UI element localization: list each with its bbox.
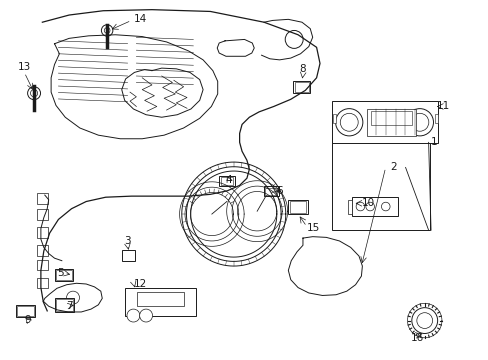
Bar <box>366 109 415 135</box>
Bar <box>289 201 306 213</box>
Text: 3: 3 <box>124 236 131 246</box>
Circle shape <box>416 313 432 328</box>
Bar <box>38 278 48 288</box>
Circle shape <box>66 291 80 304</box>
Bar <box>38 245 48 256</box>
Circle shape <box>127 309 140 322</box>
Bar <box>55 269 73 281</box>
Circle shape <box>285 31 303 48</box>
Circle shape <box>365 202 374 211</box>
Text: 7: 7 <box>65 301 72 311</box>
Circle shape <box>335 109 362 136</box>
Text: 12: 12 <box>133 279 146 289</box>
Bar <box>351 197 397 216</box>
Bar <box>331 101 437 143</box>
Bar <box>347 200 351 214</box>
Bar <box>434 114 437 123</box>
Bar <box>38 193 48 204</box>
Bar <box>55 298 74 312</box>
Circle shape <box>340 113 358 131</box>
Circle shape <box>355 202 364 211</box>
Bar <box>288 200 307 214</box>
Bar <box>16 305 35 317</box>
Bar <box>331 137 429 230</box>
Bar <box>17 306 34 316</box>
Bar <box>294 82 308 92</box>
Text: 2: 2 <box>390 162 396 172</box>
Bar <box>137 292 183 306</box>
Circle shape <box>410 113 428 131</box>
Text: 15: 15 <box>306 224 320 233</box>
Text: 14: 14 <box>133 14 146 24</box>
Circle shape <box>406 109 432 136</box>
Text: 9: 9 <box>24 315 31 325</box>
Bar <box>122 250 135 261</box>
Bar <box>125 288 195 316</box>
Bar <box>332 114 335 123</box>
Bar <box>38 210 48 220</box>
Circle shape <box>104 28 110 33</box>
Circle shape <box>30 90 38 97</box>
Bar <box>219 176 234 186</box>
Circle shape <box>101 25 113 36</box>
Bar <box>293 81 309 93</box>
Text: 16: 16 <box>410 333 424 343</box>
Circle shape <box>27 87 41 100</box>
Text: 5: 5 <box>58 268 64 278</box>
Bar <box>38 260 48 270</box>
Circle shape <box>140 309 152 322</box>
Bar <box>370 111 411 126</box>
Bar <box>220 177 233 185</box>
Text: 10: 10 <box>361 198 374 208</box>
Circle shape <box>411 308 437 333</box>
Text: 13: 13 <box>18 62 31 72</box>
Text: 4: 4 <box>225 175 232 185</box>
Bar <box>264 186 278 197</box>
Bar <box>265 188 277 195</box>
Bar <box>38 227 48 238</box>
Text: 8: 8 <box>299 64 305 74</box>
Circle shape <box>381 202 389 211</box>
Bar <box>56 300 72 311</box>
Text: 1: 1 <box>430 138 437 147</box>
Text: 6: 6 <box>276 186 282 196</box>
Text: 11: 11 <box>436 102 449 112</box>
Bar <box>56 270 71 280</box>
